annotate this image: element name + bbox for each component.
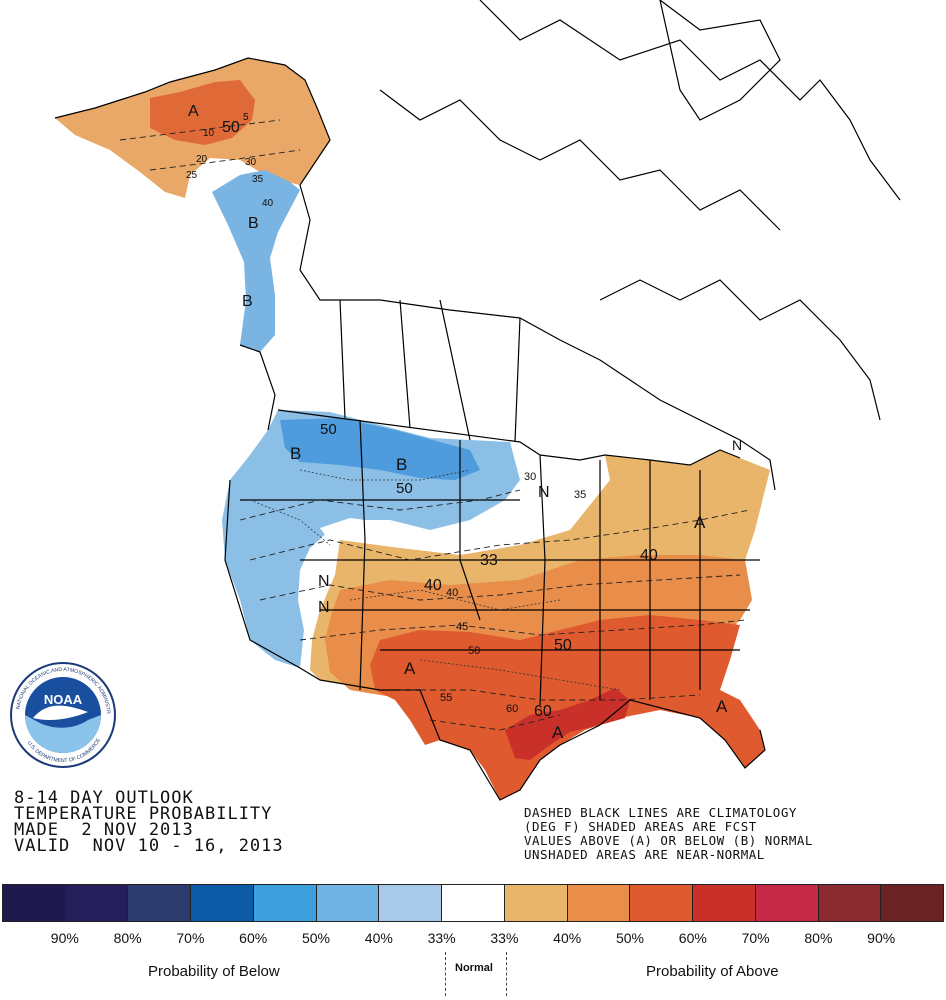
alaska-below [212, 170, 300, 352]
below-caption: Probability of Below [148, 963, 280, 980]
gulf-above-darkest [505, 688, 630, 760]
label-fl-a: A [716, 697, 728, 716]
climatology-lines [119, 119, 751, 731]
label-plains-33: 33 [480, 552, 498, 569]
title-line-4: VALID NOV 10 - 16, 2013 [14, 836, 284, 856]
label-gulf-a: A [552, 723, 564, 742]
legend-tick-label: 90% [867, 930, 896, 946]
legend-swatch [442, 885, 505, 921]
label-alaska-20: 20 [196, 154, 208, 165]
legend-swatch [755, 885, 819, 921]
normal-divider-left [445, 952, 446, 996]
legend-tick-label: 70% [176, 930, 205, 946]
map-labels: A 10 50 5 20 25 30 35 40 B B B 50 B 50 N… [186, 103, 742, 742]
label-se-50: 50 [554, 637, 572, 654]
label-tx-50: 50 [468, 645, 480, 657]
legend-tick-label: 60% [678, 930, 707, 946]
legend-tick-label: 50% [615, 930, 645, 946]
note-line-2: (DEG F) SHADED AREAS ARE FCST [524, 819, 757, 834]
legend-tick-label: 90% [50, 930, 79, 946]
legend-tick-label: 80% [804, 930, 833, 946]
label-mt-50: 50 [396, 480, 413, 497]
legend-swatch [3, 885, 66, 921]
noaa-center-text: NOAA [44, 692, 83, 707]
legend-tick-label: 40% [364, 930, 393, 946]
legend-swatch [567, 885, 631, 921]
label-tx-a: A [404, 659, 416, 678]
label-tx-55: 55 [440, 692, 452, 704]
normal-divider-right [506, 952, 507, 996]
west-below-mid [280, 418, 480, 480]
label-alaska-35: 35 [252, 174, 264, 185]
legend-tick-label: 60% [239, 930, 268, 946]
legend-swatch [504, 885, 568, 921]
legend-swatch [818, 885, 882, 921]
label-alaska-25: 25 [186, 170, 198, 181]
legend-tick-label: 80% [113, 930, 142, 946]
note-line-1: DASHED BLACK LINES ARE CLIMATOLOGY [524, 805, 797, 820]
map-notes: DASHED BLACK LINES ARE CLIMATOLOGY (DEG … [524, 806, 813, 862]
title-line-2: TEMPERATURE PROBABILITY [14, 804, 273, 824]
legend-swatch [693, 885, 756, 921]
label-alaska-b1: B [248, 215, 259, 232]
legend-tick-label: 70% [741, 930, 770, 946]
label-plains-40b: 40 [446, 587, 458, 599]
label-gl-n: N [538, 484, 550, 501]
legend-tick-label: 40% [553, 930, 582, 946]
label-alaska-5: 5 [243, 112, 249, 123]
note-line-4: UNSHADED AREAS ARE NEAR-NORMAL [524, 847, 765, 862]
label-gl-35: 35 [574, 489, 586, 501]
label-ne-a: A [694, 513, 706, 532]
noaa-logo: NOAA NATIONAL OCEANIC AND ATMOSPHERIC AD… [8, 660, 116, 768]
label-ne-n: N [732, 437, 742, 453]
legend-swatch [253, 885, 317, 921]
legend-swatch [128, 885, 192, 921]
legend-tick-label: 50% [301, 930, 331, 946]
label-plains-40: 40 [424, 577, 442, 594]
label-alaska-30: 30 [245, 157, 257, 168]
label-wc-n2: N [318, 599, 330, 616]
label-nw-b: B [290, 444, 301, 463]
label-gl-30: 30 [524, 471, 536, 483]
legend-tick-label: 33% [490, 930, 519, 946]
label-nw-50: 50 [320, 421, 337, 438]
label-alaska-50: 50 [222, 119, 240, 136]
label-tx-45: 45 [456, 621, 468, 633]
legend-swatch [881, 885, 944, 921]
label-alaska-a: A [188, 103, 199, 120]
label-mt-b: B [396, 455, 407, 474]
probability-legend-bar [2, 884, 944, 922]
legend-swatch [316, 885, 380, 921]
label-alaska-10: 10 [203, 128, 215, 139]
legend-swatch [379, 885, 443, 921]
outlook-map: A 10 50 5 20 25 30 35 40 B B B 50 B 50 N… [54, 0, 901, 801]
label-alaska-b2: B [242, 293, 253, 310]
boundary-lines [54, 0, 901, 801]
note-line-3: VALUES ABOVE (A) OR BELOW (B) NORMAL [524, 833, 813, 848]
legend-swatch [191, 885, 254, 921]
alaska-above-mid [150, 80, 255, 145]
title-line-1: 8-14 DAY OUTLOOK [14, 788, 194, 808]
outlook-title: 8-14 DAY OUTLOOK TEMPERATURE PROBABILITY… [14, 788, 284, 856]
legend-swatch [630, 885, 694, 921]
title-line-3: MADE 2 NOV 2013 [14, 820, 194, 840]
label-wc-n1: N [318, 573, 330, 590]
legend-tick-label: 33% [427, 930, 456, 946]
legend-swatch [65, 885, 129, 921]
label-east-40: 40 [640, 547, 658, 564]
probability-contours [249, 469, 621, 691]
label-gulf-60b: 60 [534, 703, 552, 720]
normal-caption: Normal [455, 962, 493, 974]
label-gulf-60: 60 [506, 703, 518, 715]
above-caption: Probability of Above [646, 963, 779, 980]
near-normal-band [320, 515, 540, 550]
label-alaska-40: 40 [262, 198, 274, 209]
